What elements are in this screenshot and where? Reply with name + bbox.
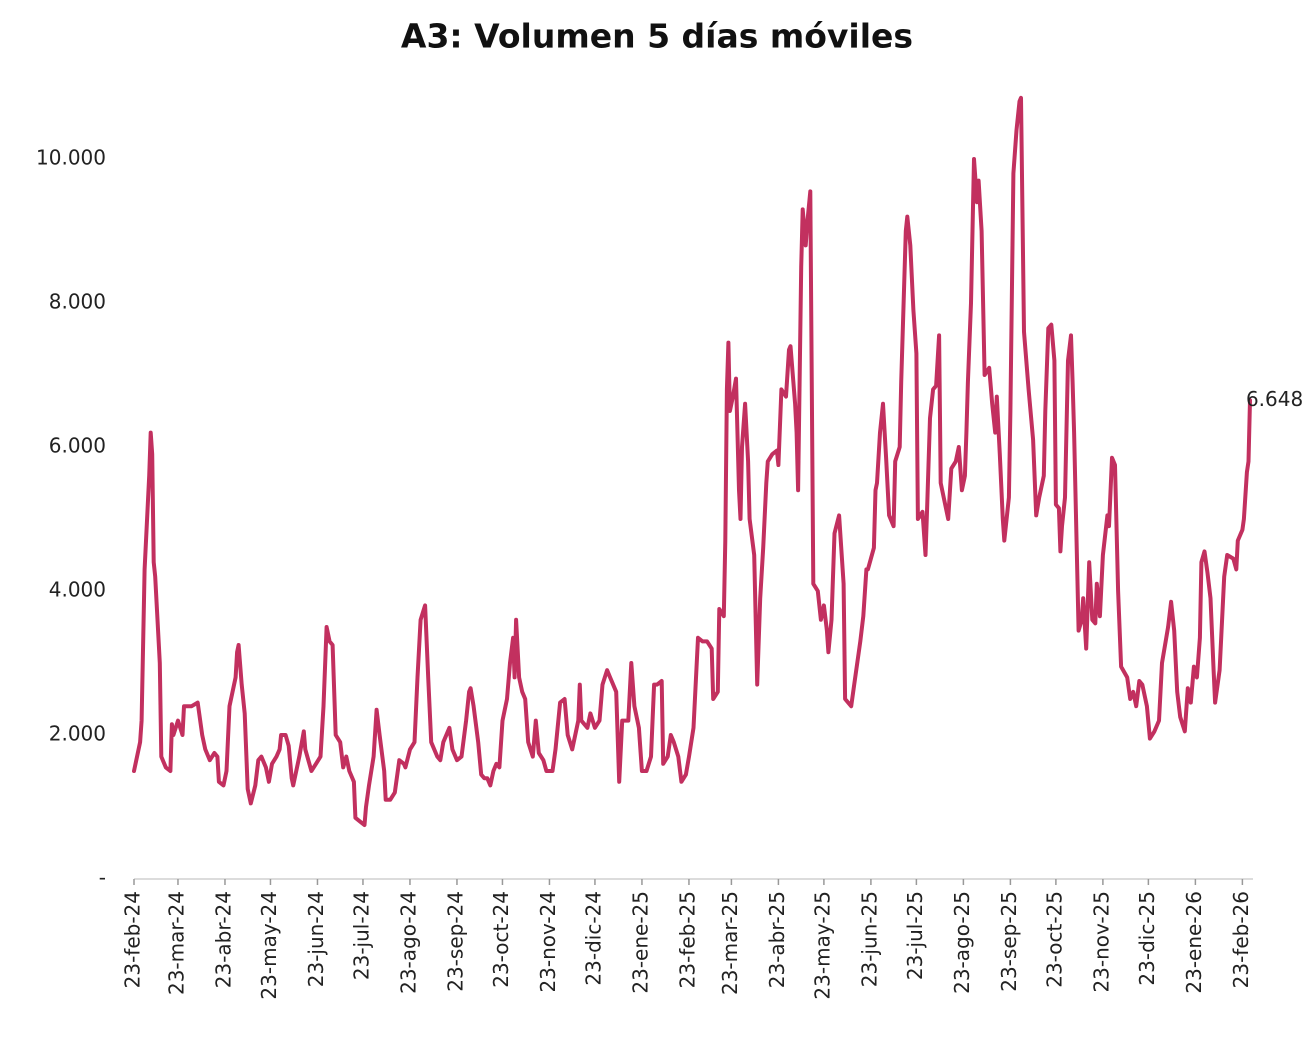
- x-tick-label: 23-ene-25: [628, 891, 652, 994]
- x-tick-label: 23-jun-24: [304, 891, 328, 987]
- x-tick-label: 23-jul-24: [349, 891, 373, 980]
- x-tick-label: 23-feb-24: [121, 891, 145, 988]
- x-tick-label: 23-sep-24: [443, 891, 467, 992]
- x-tick-label: 23-oct-24: [489, 891, 513, 988]
- x-tick-label: 23-jun-25: [857, 891, 881, 987]
- x-tick-label: 23-mar-24: [164, 891, 188, 995]
- x-tick-label: 23-nov-25: [1089, 891, 1113, 993]
- x-tick-label: 23-may-25: [810, 891, 834, 1000]
- chart-title: A3: Volumen 5 días móviles: [401, 17, 913, 56]
- x-tick-label: 23-may-24: [257, 891, 281, 1000]
- x-tick-label: 23-dic-24: [581, 891, 605, 986]
- y-tick-label: 2.000: [49, 722, 106, 746]
- value-label: 6.648: [1246, 387, 1303, 411]
- y-tick-label: -: [99, 866, 106, 890]
- x-tick-label: 23-dic-25: [1135, 891, 1159, 986]
- x-tick-label: 23-mar-25: [718, 891, 742, 995]
- y-tick-label: 10.000: [36, 146, 106, 170]
- y-tick-label: 8.000: [49, 290, 106, 314]
- x-tick-label: 23-ene-26: [1182, 891, 1206, 994]
- y-tick-label: 4.000: [49, 578, 106, 602]
- x-tick-label: 23-abr-25: [765, 891, 789, 988]
- x-tick-label: 23-ago-25: [950, 891, 974, 994]
- x-tick-label: 23-oct-25: [1042, 891, 1066, 988]
- x-tick-label: 23-nov-24: [536, 891, 560, 993]
- x-tick-label: 23-feb-26: [1229, 891, 1253, 988]
- x-tick-label: 23-ago-24: [396, 891, 420, 994]
- y-tick-label: 6.000: [49, 434, 106, 458]
- x-tick-label: 23-sep-25: [997, 891, 1021, 992]
- data-line: [132, 95, 1252, 827]
- x-tick-label: 23-jul-25: [903, 891, 927, 980]
- x-tick-label: 23-feb-25: [675, 891, 699, 988]
- x-tick-label: 23-abr-24: [211, 891, 235, 988]
